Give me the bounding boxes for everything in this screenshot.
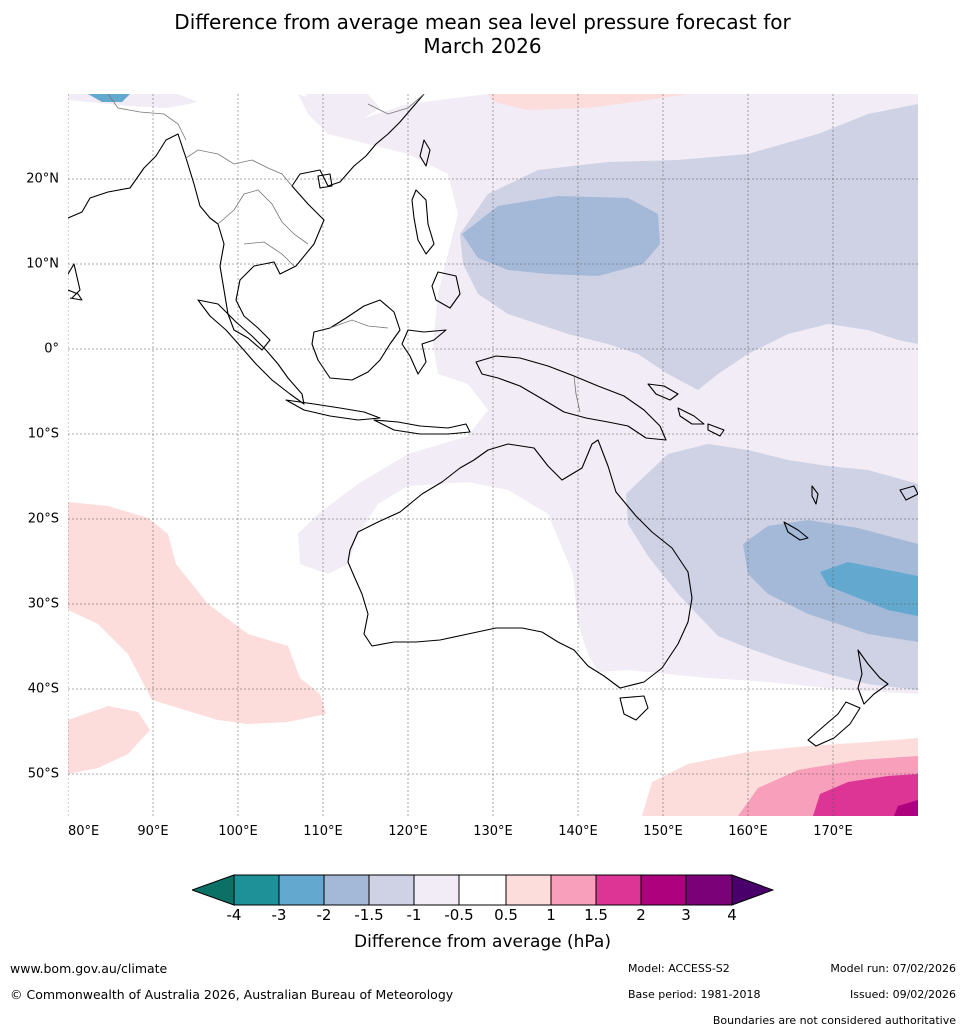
issued-date: Issued: 09/02/2026 [849, 988, 956, 1001]
lon-label-80e: 80°E [68, 824, 100, 839]
lon-label-130e: 130°E [473, 824, 513, 839]
colorbar-tick-pos4: 4 [727, 906, 737, 924]
website-link[interactable]: www.bom.gov.au/climate [10, 961, 168, 976]
colorbar [190, 874, 775, 910]
colorbar-bin-neg3-neg4 [233, 874, 280, 906]
lat-label-10s: 10°S [27, 426, 59, 442]
coast-new-guinea [475, 355, 667, 441]
boundaries-disclaimer: Boundaries are not considered authoritat… [712, 1014, 956, 1027]
anomaly-region-pos-05-southwest [68, 706, 150, 774]
coast-india-west [68, 263, 81, 299]
coast-sri-lanka [68, 289, 83, 301]
coast-sumatra [197, 299, 305, 405]
coast-png-islands [647, 383, 679, 401]
coast-nz-north [857, 649, 889, 705]
lon-label-100e: 100°E [218, 824, 258, 839]
coast-tasmania [619, 695, 649, 721]
anomaly-region-neg-2 [820, 562, 918, 616]
colorbar-tick-pos15: 1.5 [584, 906, 608, 924]
colorbar-bin-pos3-4 [685, 874, 733, 906]
title-line-1: Difference from average mean sea level p… [174, 10, 791, 34]
colorbar-tick-neg15: -1.5 [354, 906, 384, 924]
colorbar-extend-low [190, 874, 235, 906]
pressure-anomaly-map [68, 94, 918, 816]
coast-luzon [411, 189, 435, 255]
colorbar-tick-neg4: -4 [226, 906, 242, 924]
colorbar-bin-neg2-neg3 [278, 874, 325, 906]
coast-solomon [677, 407, 725, 437]
coast-asia-mainland [68, 94, 425, 351]
colorbar-label: Difference from average (hPa) [354, 932, 611, 952]
lat-label-30s: 30°S [27, 596, 59, 612]
model-run-date: Model run: 07/02/2026 [830, 962, 956, 975]
copyright-text: © Commonwealth of Australia 2026, Austra… [10, 987, 454, 1002]
coast-sulawesi [401, 329, 447, 375]
anomaly-region-neg-05-tibet [306, 94, 380, 122]
colorbar-bin-pos2-3 [640, 874, 687, 906]
base-period: Base period: 1981-2018 [628, 988, 761, 1001]
coast-vanuatu [811, 485, 819, 505]
colorbar-tick-neg05: -0.5 [444, 906, 474, 924]
anomaly-region-pos-05-southindian [68, 502, 326, 724]
lon-label-170e: 170°E [813, 824, 853, 839]
lat-label-40s: 40°S [27, 681, 59, 697]
coast-fiji [899, 485, 918, 501]
lat-label-20s: 20°S [27, 511, 59, 527]
colorbar-bin-neg1-neg15 [368, 874, 415, 906]
lon-label-160e: 160°E [728, 824, 768, 839]
coast-mindanao [431, 271, 461, 309]
colorbar-tick-pos1: 1 [546, 906, 556, 924]
map-title: Difference from average mean sea level p… [0, 10, 965, 58]
colorbar-tick-pos2: 2 [636, 906, 646, 924]
lon-label-110e: 110°E [303, 824, 343, 839]
anomaly-region-pos-05-north [488, 94, 688, 110]
coast-australia [347, 439, 693, 689]
lon-label-140e: 140°E [558, 824, 598, 839]
colorbar-bin-neutral [458, 874, 507, 906]
country-borders [107, 94, 581, 413]
coast-taiwan [419, 139, 431, 167]
colorbar-tick-neg1: -1 [406, 906, 422, 924]
coast-nz-south [807, 701, 861, 747]
lon-label-120e: 120°E [388, 824, 428, 839]
colorbar-extend-high [731, 874, 775, 906]
coast-hainan [317, 173, 333, 189]
lat-label-50s: 50°S [27, 766, 59, 782]
anomaly-region-pos-15 [813, 774, 918, 816]
lon-label-150e: 150°E [643, 824, 683, 839]
colorbar-tick-pos05: 0.5 [494, 906, 518, 924]
colorbar-bin-pos05-1 [505, 874, 552, 906]
anomaly-region-neg-15-north [462, 196, 660, 276]
coast-borneo [311, 299, 401, 381]
map-svg [68, 94, 918, 816]
anomaly-region-pos-2 [894, 800, 918, 816]
colorbar-bin-pos15-2 [595, 874, 642, 906]
lat-label-20n: 20°N [26, 171, 59, 187]
anomaly-region-neg-1-north [460, 104, 918, 390]
model-name: Model: ACCESS-S2 [628, 962, 730, 975]
coast-java [285, 399, 381, 421]
title-line-2: March 2026 [423, 34, 542, 58]
coast-new-caledonia [783, 521, 809, 541]
lon-label-90e: 90°E [137, 824, 169, 839]
colorbar-tick-neg3: -3 [271, 906, 287, 924]
lat-label-10n: 10°N [26, 256, 59, 272]
longitude-gridlines [68, 94, 834, 816]
coast-lesser-sunda [373, 419, 471, 435]
latitude-gridlines [68, 178, 918, 775]
colorbar-bin-neg05-neg1 [413, 874, 460, 906]
colorbar-bin-pos1-15 [550, 874, 597, 906]
coastlines [68, 94, 918, 747]
colorbar-bin-neg15-neg2 [323, 874, 370, 906]
anomaly-region-neg-2-nw [88, 94, 130, 102]
colorbar-tick-pos3: 3 [681, 906, 691, 924]
colorbar-svg [190, 874, 775, 906]
colorbar-tick-neg2: -2 [316, 906, 332, 924]
lat-label-0: 0° [44, 341, 59, 357]
